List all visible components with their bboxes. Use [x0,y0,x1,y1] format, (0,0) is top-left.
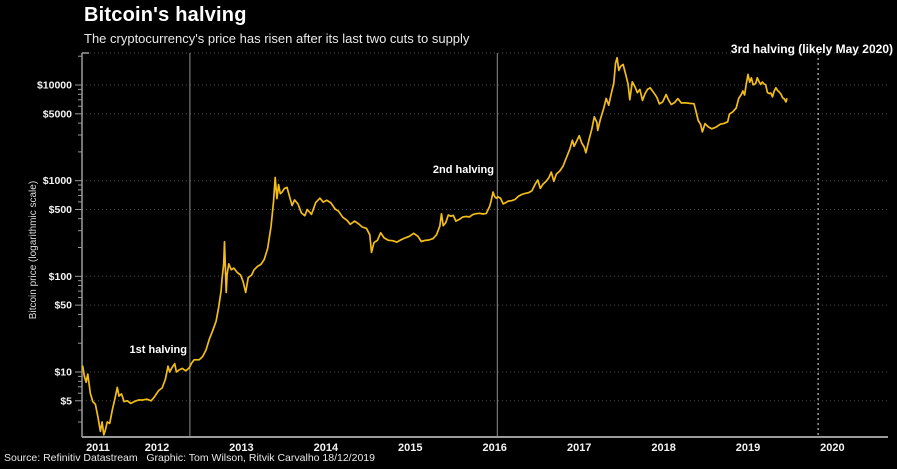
price-line [81,56,788,436]
x-tick-label: 2013 [229,442,253,454]
y-tick-label: $50 [54,300,72,312]
y-tick-label: $10 [54,367,72,379]
annotation-3rd-halving: 3rd halving (likely May 2020) [730,42,893,56]
y-tick-label: $500 [49,204,73,216]
annotation-1st-halving: 1st halving [129,344,187,356]
chart-title: Bitcoin's halving [84,4,247,26]
x-tick-label: 2020 [820,442,844,454]
y-tick-label: $10000 [37,80,72,92]
y-axis-title: Bitcoin price (logarithmic scale) [28,180,39,320]
x-tick-label: 2011 [86,442,110,454]
x-tick-label: 2019 [736,442,760,454]
source-credit: Source: Refinitiv Datastream Graphic: To… [4,452,375,464]
x-tick-label: 2015 [398,442,422,454]
y-tick-label: $5 [60,395,72,407]
x-tick-label: 2016 [482,442,506,454]
y-tick-label: $100 [49,271,73,283]
y-tick-label: $1000 [43,175,72,187]
y-tick-label: $5000 [43,108,72,120]
annotation-2nd-halving: 2nd halving [432,164,494,176]
x-tick-label: 2014 [314,442,339,454]
x-tick-label: 2017 [567,442,591,454]
x-tick-label: 2012 [145,442,169,454]
x-tick-label: 2018 [651,442,675,454]
chart-subtitle: The cryptocurrency's price has risen aft… [84,31,470,46]
